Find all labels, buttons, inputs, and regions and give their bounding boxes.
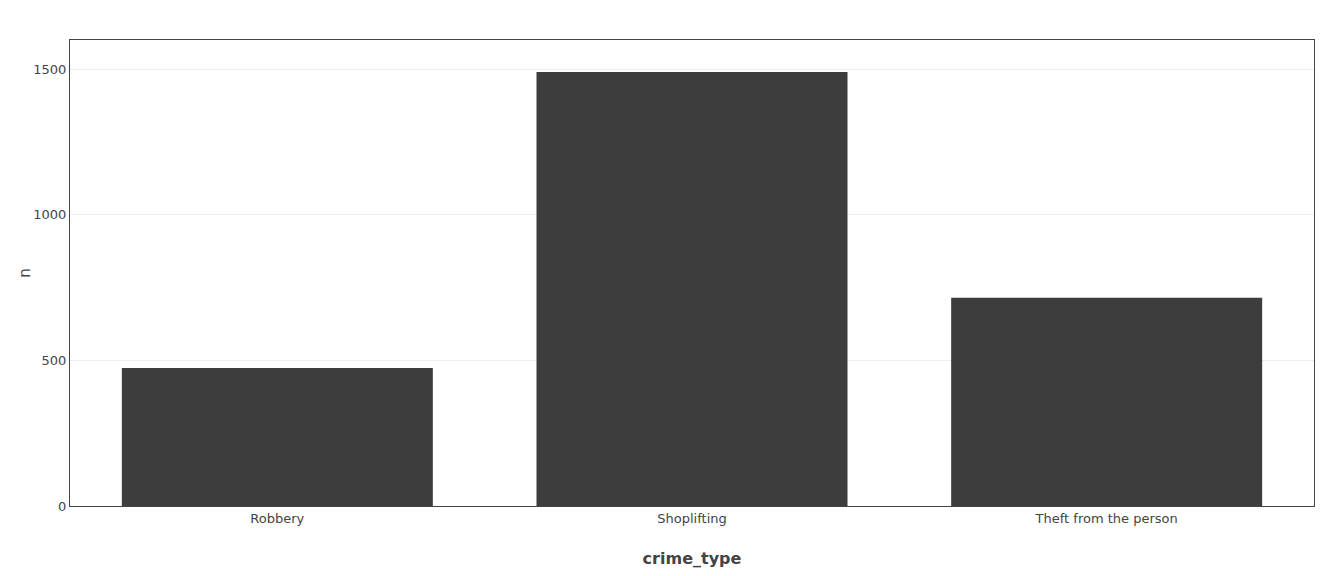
svg-text:Theft from the person: Theft from the person [1035,511,1178,526]
svg-text:1500: 1500 [33,62,66,77]
svg-text:n: n [16,268,34,278]
svg-text:crime_type: crime_type [643,549,742,568]
svg-text:Shoplifting: Shoplifting [657,511,726,526]
svg-text:500: 500 [42,353,67,368]
svg-text:0: 0 [58,499,66,514]
svg-text:1000: 1000 [33,207,66,222]
svg-text:Robbery: Robbery [250,511,304,526]
